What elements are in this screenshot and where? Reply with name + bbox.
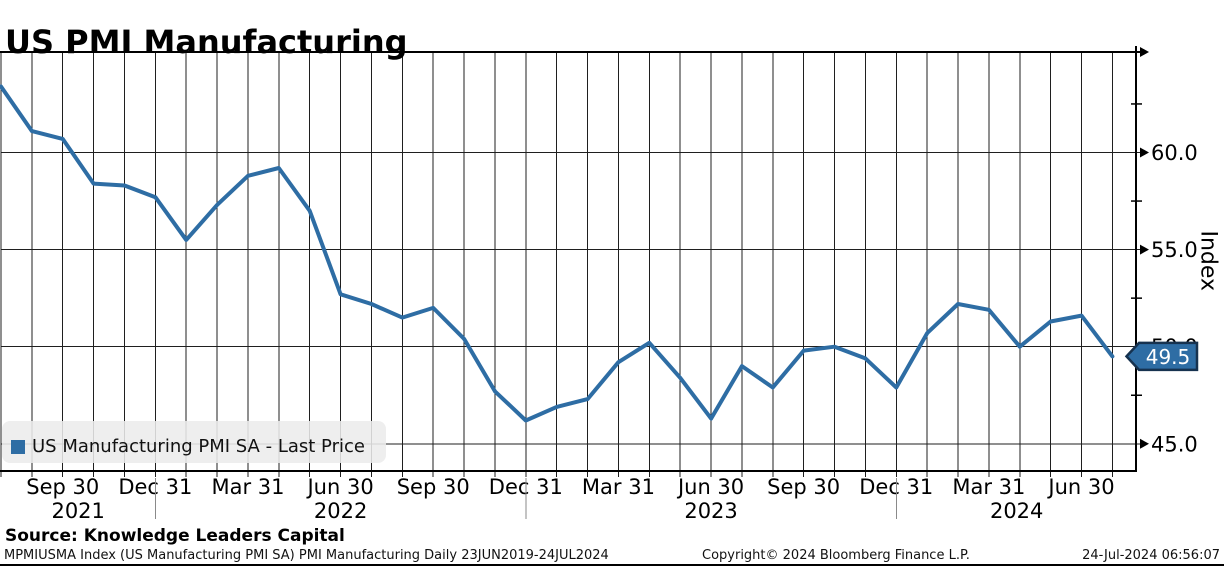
pmi-series-line — [0, 84, 1115, 423]
year-label: 2023 — [684, 499, 737, 523]
x-tick-label: Mar 31 — [582, 475, 655, 499]
year-label: 2022 — [314, 499, 367, 523]
x-tick-label: Sep 30 — [26, 475, 99, 499]
x-tick-label: Mar 31 — [211, 475, 284, 499]
legend-swatch-icon — [11, 439, 25, 454]
x-tick-label: Jun 30 — [676, 475, 744, 499]
chart-title: US PMI Manufacturing — [5, 23, 408, 62]
last-price-flag — [1124, 341, 1199, 372]
copyright-notice: Copyright© 2024 Bloomberg Finance L.P. — [702, 548, 970, 563]
legend-series-label: US Manufacturing PMI SA - Last Price — [32, 436, 365, 457]
legend: US Manufacturing PMI SA - Last Price — [2, 421, 386, 463]
x-tick-label: Sep 30 — [767, 475, 840, 499]
source-line: Source: Knowledge Leaders Capital — [5, 526, 345, 546]
year-label: 2021 — [51, 499, 104, 523]
bottom-border — [0, 564, 1224, 566]
y-tick-arrow-icon — [1140, 244, 1149, 255]
y-tick-label: 55.0 — [1151, 238, 1198, 262]
y-tick-arrow-icon — [1140, 147, 1149, 158]
y-axis-title: Index — [1195, 230, 1221, 292]
timestamp: 24-Jul-2024 06:56:07 — [1082, 548, 1220, 563]
x-tick-label: Mar 31 — [952, 475, 1025, 499]
x-tick-label: Sep 30 — [397, 475, 470, 499]
security-info: MPMIUSMA Index (US Manufacturing PMI SA)… — [4, 548, 609, 563]
y-tick-label: 45.0 — [1151, 432, 1198, 456]
year-label: 2024 — [990, 499, 1043, 523]
y-tick-arrow-icon — [1140, 438, 1149, 449]
x-tick-label: Jun 30 — [1046, 475, 1114, 499]
x-tick-label: Jun 30 — [305, 475, 373, 499]
y-tick-label: 60.0 — [1151, 141, 1198, 165]
top-axis-arrow-icon — [1140, 47, 1149, 57]
last-price-value: 49.5 — [1146, 345, 1191, 369]
